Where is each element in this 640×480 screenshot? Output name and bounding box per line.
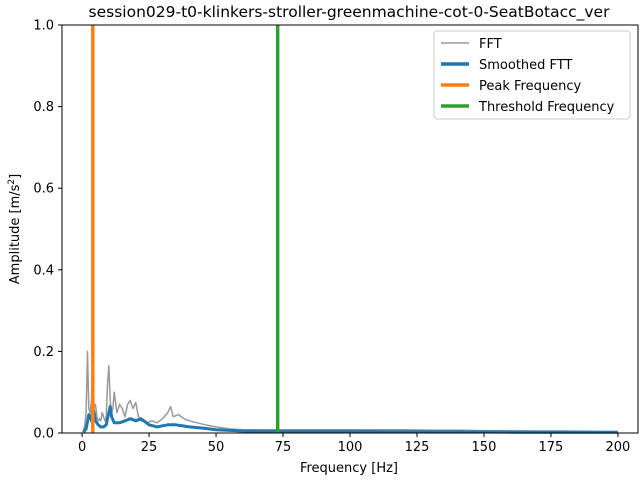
x-tick-label: 125: [405, 440, 430, 455]
x-tick-label: 25: [141, 440, 158, 455]
y-axis-label: Amplitude [m/s2]: [7, 174, 23, 284]
y-tick-label: 0.2: [33, 345, 54, 360]
x-tick-label: 75: [275, 440, 292, 455]
legend-label-smoothed: Smoothed FTT: [479, 58, 573, 73]
legend-label-peak: Peak Frequency: [479, 79, 581, 94]
legend-box: [433, 30, 631, 120]
series-fft-line: [82, 350, 618, 433]
x-tick-label: 150: [472, 440, 497, 455]
y-axis-ticks: 0.0 0.2 0.4 0.6 0.8 1.0: [33, 19, 62, 442]
series-layer: [82, 25, 618, 434]
y-tick-label: 0.8: [33, 100, 54, 115]
x-tick-label: 200: [605, 440, 630, 455]
y-axis-label-end: ]: [8, 174, 23, 179]
x-tick-label: 0: [78, 440, 86, 455]
legend: FFT Smoothed FTT Peak Frequency Threshol…: [433, 30, 631, 120]
y-tick-label: 0.4: [33, 263, 54, 278]
x-tick-label: 100: [338, 440, 363, 455]
chart-title: session029-t0-klinkers-stroller-greenmac…: [89, 3, 611, 22]
x-tick-label: 50: [208, 440, 225, 455]
y-tick-label: 0.0: [33, 427, 54, 442]
legend-label-fft: FFT: [479, 37, 502, 52]
x-axis-label: Frequency [Hz]: [300, 461, 398, 476]
y-axis-label-sup: 2: [7, 179, 17, 185]
y-tick-label: 1.0: [33, 19, 54, 34]
y-axis-label-main: Amplitude [m/s: [8, 184, 23, 284]
y-tick-label: 0.6: [33, 182, 54, 197]
x-tick-label: 175: [539, 440, 564, 455]
x-axis-ticks: 0 25 50 75 100 125 150 175 200: [78, 433, 630, 455]
legend-label-threshold: Threshold Frequency: [478, 100, 615, 115]
